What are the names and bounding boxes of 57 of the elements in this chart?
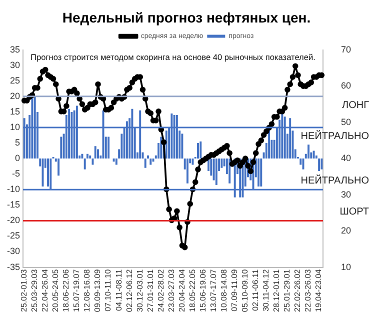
- y2-tick-label: 60: [340, 80, 352, 91]
- x-tick-label: 19.04-23.04: [314, 268, 324, 312]
- x-tick-label: 12.08-16.08: [82, 268, 92, 312]
- y2-tick-label: 40: [340, 153, 352, 164]
- x-tick-label: 13.07-17.07: [208, 268, 218, 312]
- x-tick-label: 04.11-08.11: [114, 268, 124, 311]
- x-tick-label: 22.04-26.04: [40, 268, 50, 312]
- x-tick-label: 02.12-06.12: [124, 268, 134, 312]
- y-tick-label: -5: [12, 168, 20, 179]
- y-tick-label: 30: [10, 60, 20, 70]
- x-tick-label: 09.09-13.09: [93, 268, 102, 312]
- ref-line-label: ЛОНГ: [342, 100, 370, 112]
- x-tick-label: 10.08-14.08: [220, 268, 229, 312]
- x-tick-label: 20.04-24.04: [177, 268, 186, 312]
- x-tick-label: 25.02-01.03: [20, 268, 29, 312]
- ref-line-label: НЕЙТРАЛЬНО: [300, 173, 370, 186]
- y-tick-label: 35: [10, 44, 20, 54]
- x-tick-label: 22.03-26.03: [304, 268, 313, 312]
- y-tick-label: -20: [6, 215, 20, 226]
- y-tick-label: -10: [6, 184, 20, 194]
- y-tick-label: -25: [6, 230, 20, 241]
- x-tick-label: 07.10-11.10: [104, 268, 113, 312]
- x-tick-label: 18.06-22.06: [62, 268, 71, 312]
- x-tick-label: 15.07-19.07: [72, 268, 82, 312]
- chart-title: Недельный прогноз нефтяных цен.: [62, 9, 311, 26]
- x-tick-label: 23.03-27.03: [166, 268, 176, 312]
- y2-tick-label: 50: [340, 116, 352, 127]
- annotation: Прогноз строится методом скоринга на основе 40 рыночных показателей.: [30, 52, 316, 62]
- x-tick-label: 05.10-09.10: [240, 268, 250, 312]
- x-tick-label: 15.06-19.06: [198, 268, 208, 312]
- x-tick-label: 02.11-06.11: [251, 268, 260, 311]
- y2-tick-label: 20: [340, 226, 352, 236]
- x-tick-label: 30.11-04.12: [262, 268, 271, 312]
- y-tick-label: 0: [14, 153, 20, 164]
- x-tick-label: 28.12-01.01: [272, 268, 282, 312]
- x-tick-label: 20.05-24.05: [51, 268, 60, 312]
- ref-line-label: НЕЙТРАЛЬНО: [300, 129, 370, 142]
- x-tick-label: 25.03-29.03: [30, 268, 40, 312]
- y2-tick-label: 10: [340, 262, 352, 272]
- y-tick-label: -15: [6, 200, 20, 210]
- y-tick-label: -30: [6, 246, 20, 256]
- x-tick-label: 24.02-28.02: [156, 268, 166, 312]
- y-tick-label: -35: [6, 262, 20, 272]
- y-tick-label: 10: [10, 122, 20, 132]
- x-tick-label: 18.05-22.05: [188, 268, 197, 312]
- x-tick-label: 25.01-29.01: [282, 268, 292, 312]
- y2-tick-label: 70: [340, 44, 352, 54]
- y2-tick-label: 30: [340, 189, 352, 200]
- x-tick-label: 30.12-03.01: [135, 268, 144, 312]
- y-tick-label: 25: [10, 75, 20, 86]
- y-tick-label: 15: [10, 106, 20, 116]
- y-tick-label: 5: [14, 137, 20, 148]
- x-tick-label: 07.09-11.09: [230, 268, 240, 312]
- ref-line-label: ШОРТ: [340, 206, 369, 218]
- y-tick-label: 20: [10, 90, 20, 101]
- x-tick-label: 27.01-31.01: [146, 268, 155, 312]
- x-tick-label: 22.02-26.02: [293, 268, 302, 312]
